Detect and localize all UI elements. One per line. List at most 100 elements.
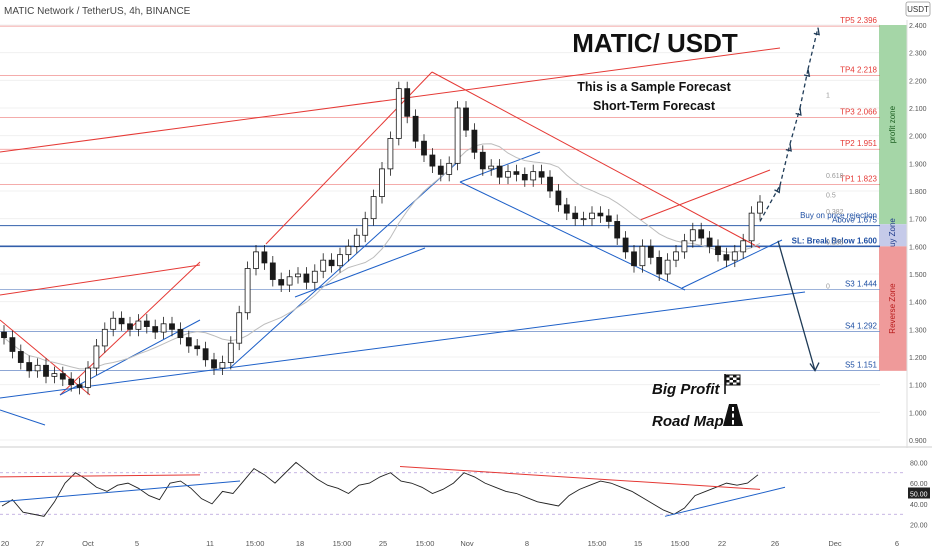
time-axis: 20 27 Oct 5 11 15:00 18 15:00 25 15:00 Nov 8 15:00 15… (1, 539, 899, 548)
candle (563, 204, 570, 214)
candle (723, 254, 730, 261)
currency-badge[interactable]: USDT (905, 1, 931, 17)
x-tick-label: 26 (771, 539, 779, 548)
candle (379, 168, 385, 197)
candle (101, 328, 108, 347)
y-tick-label: 1.200 (909, 355, 927, 362)
candle (437, 165, 444, 175)
candle (85, 367, 91, 388)
rsi-tick-label: 40.00 (910, 502, 928, 509)
x-tick-label: 15:00 (671, 539, 690, 548)
candle (118, 317, 125, 325)
forecast-leg (779, 143, 791, 186)
candle (395, 88, 402, 139)
y-tick-label: 1.600 (909, 244, 927, 251)
candle (463, 107, 469, 131)
price-series (1, 81, 763, 395)
candle (513, 171, 520, 175)
trendline (639, 169, 771, 221)
rsi-line (1, 461, 759, 517)
candle (673, 251, 679, 261)
trendline (681, 239, 783, 289)
x-tick-label: 15:00 (416, 539, 435, 548)
x-tick-label: Dec (828, 539, 842, 548)
candle (236, 312, 243, 344)
zone-profit (879, 25, 907, 225)
candle (698, 229, 705, 239)
fib-label: 0 (826, 284, 830, 291)
trendline (0, 409, 46, 426)
fib-label: 1 (826, 93, 830, 100)
forecast-leg (807, 27, 819, 70)
zone-label: Buy Zone (888, 218, 897, 253)
road-map-note: Road Map (652, 413, 724, 430)
forecast-arrowhead (809, 362, 820, 372)
rsi-value-badge (908, 487, 930, 499)
level-label: Buy on price rejection (800, 211, 877, 220)
trendline (0, 291, 806, 399)
forecast-arrows (759, 27, 820, 372)
candle (211, 359, 217, 369)
y-tick-label: 2.400 (909, 23, 927, 30)
candle (530, 171, 537, 181)
candle (479, 151, 486, 170)
x-tick-label: Oct (82, 539, 95, 548)
candle (320, 259, 327, 272)
sample-note: This is a Sample Forecast (577, 80, 731, 94)
candle (76, 384, 83, 388)
candle (345, 245, 352, 256)
forecast-arrowhead (795, 107, 802, 116)
y-tick-label: 2.100 (909, 106, 927, 113)
y-tick-label: 1.400 (909, 300, 927, 307)
y-tick-label: 2.200 (909, 78, 927, 85)
candle (412, 115, 419, 142)
candle (253, 251, 259, 269)
level-label: TP5 2.396 (840, 16, 877, 25)
candle (404, 88, 411, 117)
price-axis: 2.400 2.300 2.200 2.100 2.000 1.900 1.800 1.700… (906, 20, 927, 448)
candle (496, 165, 503, 178)
trendline (0, 47, 781, 153)
candle (521, 173, 528, 181)
candle (681, 240, 688, 253)
candle (580, 218, 587, 221)
fib-label: 0.5 (826, 192, 836, 199)
candle (715, 245, 721, 256)
candle (639, 245, 646, 267)
moving-average (3, 143, 761, 370)
candle (622, 237, 629, 253)
level-label: SL: Break Below 1.600 (792, 236, 878, 245)
candle (731, 251, 738, 261)
candle (59, 373, 66, 380)
y-tick-label: 2.300 (909, 51, 927, 58)
zone-buy (879, 224, 907, 247)
candle (169, 323, 175, 330)
candle (17, 351, 24, 363)
y-tick-label: 1.900 (909, 161, 927, 168)
trendlines (0, 47, 806, 426)
road-icon (723, 404, 743, 426)
candle (227, 342, 234, 363)
rsi-tick-label: 80.00 (910, 460, 928, 467)
candle (328, 259, 335, 267)
candle (689, 229, 696, 242)
big-profit-note: Big Profit (652, 381, 720, 398)
fib-label: 0.236 (826, 239, 844, 246)
candle (337, 254, 343, 267)
zone-reverse (879, 246, 907, 371)
candle (68, 378, 75, 386)
candle (656, 256, 663, 275)
candle (748, 212, 755, 242)
rsi-trend (0, 474, 201, 478)
candle (26, 362, 33, 372)
candle (202, 348, 209, 361)
candle (555, 190, 562, 206)
candle (757, 201, 763, 214)
candle (387, 138, 394, 170)
zone-label: Reverse Zone (888, 283, 897, 334)
trendline (459, 181, 686, 291)
checkered-flag-icon (724, 374, 741, 394)
candle (219, 362, 226, 369)
candle (278, 279, 285, 286)
